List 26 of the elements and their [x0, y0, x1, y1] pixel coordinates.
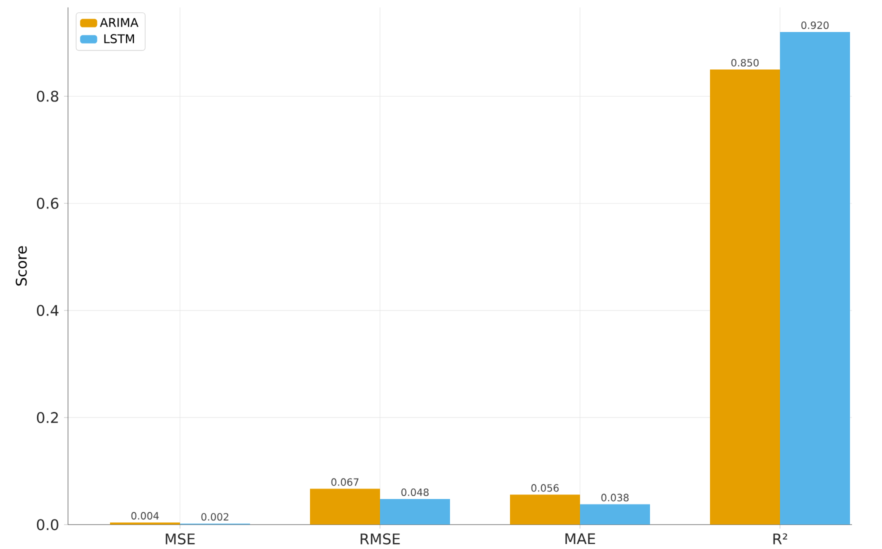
y-tick-label: 0.2: [36, 412, 58, 424]
bar: [580, 504, 650, 525]
bar: [510, 494, 580, 525]
data-label: 0.056: [531, 484, 559, 492]
y-tick-label: 0.0: [36, 519, 58, 530]
data-label: 0.920: [801, 22, 829, 30]
data-label: 0.850: [731, 59, 759, 67]
y-tick-label: 0.8: [36, 90, 58, 102]
y-axis-title: Score: [16, 246, 27, 286]
bar: [780, 32, 850, 525]
bar: [310, 488, 380, 525]
data-label: 0.038: [601, 494, 629, 502]
data-label: 0.048: [401, 488, 429, 496]
legend-label: LSTM: [104, 34, 134, 44]
x-tick-label: MSE: [166, 533, 195, 545]
data-label: 0.067: [331, 478, 358, 486]
y-tick-label: 0.6: [36, 198, 58, 209]
x-tick-label: RMSE: [360, 533, 400, 545]
bar: [380, 499, 450, 525]
legend-label: ARIMA: [100, 18, 138, 27]
x-tick-label: R²: [773, 533, 788, 544]
x-tick-label: MAE: [565, 533, 596, 544]
data-label: 0.004: [131, 512, 159, 520]
y-tick-label: 0.4: [36, 304, 58, 316]
bar: [710, 70, 780, 525]
data-label: 0.002: [201, 513, 228, 521]
